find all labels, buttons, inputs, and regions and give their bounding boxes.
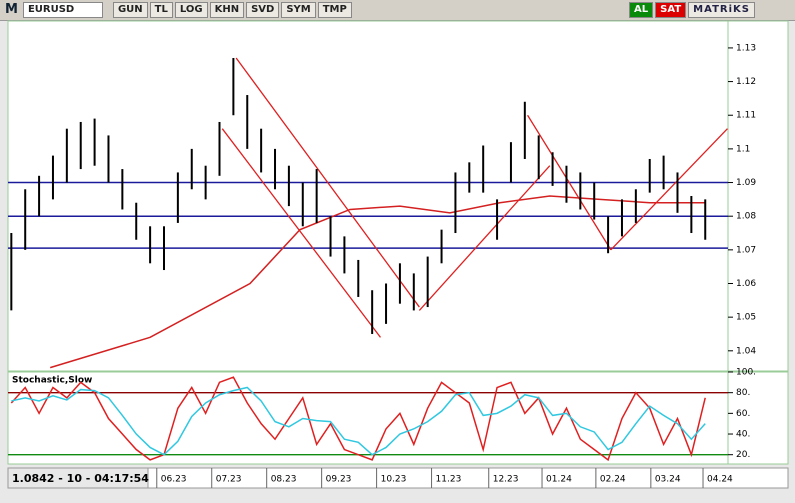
trendline xyxy=(221,128,382,338)
x-tick-label: 08.23 xyxy=(271,475,297,485)
y-tick-label: 1.12 xyxy=(736,77,756,87)
brand: MATRiKS xyxy=(688,2,755,18)
symbol-box[interactable]: EURUSD xyxy=(22,2,103,18)
toolbar-button[interactable]: GUN xyxy=(112,2,148,18)
x-tick-label: 04.24 xyxy=(707,475,733,485)
toolbar-button[interactable]: TL xyxy=(149,2,173,18)
x-tick-label: 07.23 xyxy=(216,475,242,485)
y-tick-label: 20. xyxy=(736,450,750,460)
y-tick-label: 1.06 xyxy=(736,279,756,289)
x-tick-label: 10.23 xyxy=(381,475,407,485)
stochastic-line xyxy=(11,386,706,456)
toolbar-button[interactable]: SYM xyxy=(281,2,316,18)
y-tick-label: 1.07 xyxy=(736,245,756,255)
status-box xyxy=(7,467,149,489)
trendline xyxy=(235,57,420,308)
y-tick-label: 1.08 xyxy=(736,212,756,222)
y-tick-label: 60. xyxy=(736,409,750,419)
y-tick-label: 1.09 xyxy=(736,178,756,188)
stochastic-line xyxy=(10,376,706,462)
y-tick-label: 1.05 xyxy=(736,313,756,323)
toolbar-button[interactable]: SVD xyxy=(246,2,280,18)
x-tick-label: 01.24 xyxy=(546,475,572,485)
x-tick-label: 11.23 xyxy=(436,475,462,485)
x-tick-label: 06.23 xyxy=(161,475,187,485)
y-tick-label: 1.11 xyxy=(736,111,756,121)
logo[interactable]: M xyxy=(5,2,18,17)
toolbar-button[interactable]: TMP xyxy=(317,2,352,18)
y-tick-label: 100. xyxy=(736,368,756,378)
y-tick-label: 1.04 xyxy=(736,346,756,356)
status-text: 1.0842 - 10 - 04:17:54 xyxy=(12,472,149,485)
y-tick-label: 1.1 xyxy=(736,144,750,154)
x-tick-label: 12.23 xyxy=(493,475,519,485)
toolbar-button[interactable]: KHN xyxy=(209,2,245,18)
trendline xyxy=(610,128,728,251)
x-tick-label: 03.24 xyxy=(655,475,681,485)
price-axis xyxy=(727,20,789,372)
sell-button[interactable]: SAT xyxy=(655,2,687,18)
x-tick-label: 02.24 xyxy=(600,475,626,485)
y-tick-label: 40. xyxy=(736,430,750,440)
toolbar: M EURUSD GUN TL LOG KHN SVD SYM TMP AL SAT MAT… xyxy=(0,0,795,21)
toolbar-button[interactable]: LOG xyxy=(174,2,208,18)
trendline xyxy=(527,114,612,251)
x-tick-label: 09.23 xyxy=(326,475,352,485)
price-panel xyxy=(7,20,729,372)
buy-button[interactable]: AL xyxy=(629,2,654,18)
moving-average xyxy=(49,195,706,369)
button-group: GUN TL LOG KHN SVD SYM TMP xyxy=(111,2,352,18)
stochastic-axis xyxy=(727,371,789,465)
y-tick-label: 80. xyxy=(736,388,750,398)
indicator-title: Stochastic,Slow xyxy=(12,376,92,386)
trendline xyxy=(418,165,551,311)
y-tick-label: 1.13 xyxy=(736,43,756,53)
